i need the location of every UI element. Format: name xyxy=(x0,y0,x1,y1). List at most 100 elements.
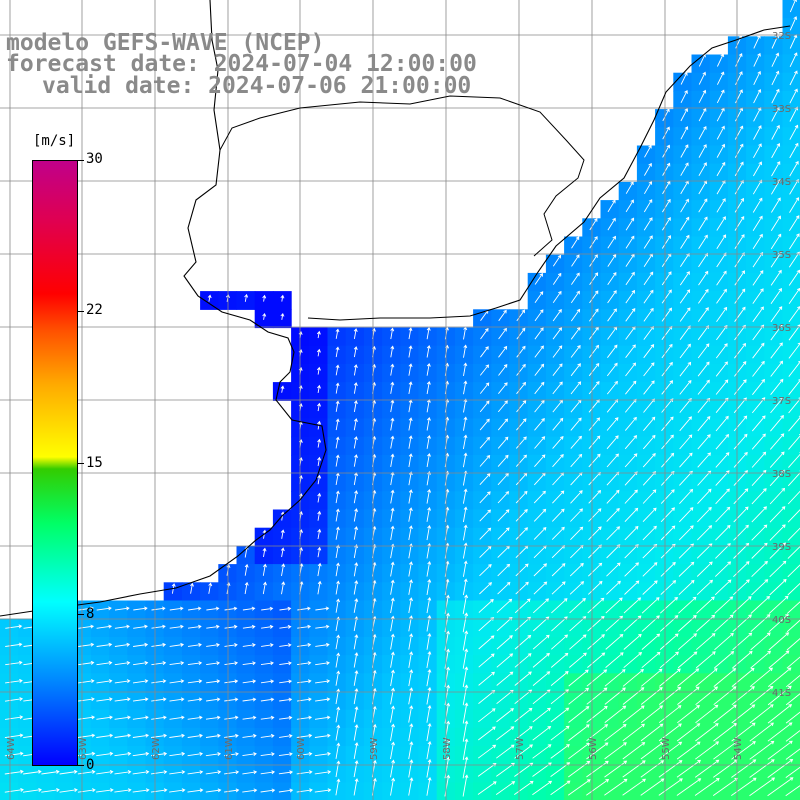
wind-arrow xyxy=(224,661,239,666)
wind-arrow xyxy=(408,633,414,650)
wind-arrow xyxy=(426,686,432,705)
wind-arrow xyxy=(532,780,553,796)
wind-arrow xyxy=(606,544,621,559)
wind-arrow xyxy=(478,635,495,650)
wind-arrow xyxy=(643,307,654,322)
wind-arrow xyxy=(770,342,783,359)
wind-arrow xyxy=(132,769,150,775)
wind-arrow xyxy=(132,697,149,702)
wind-arrow xyxy=(169,606,184,611)
wind-arrow xyxy=(280,294,285,302)
colorbar-mark xyxy=(78,311,84,312)
colorbar-mark xyxy=(78,765,84,766)
wind-arrow xyxy=(659,651,679,669)
wind-arrow xyxy=(733,524,749,541)
wind-arrow xyxy=(586,705,608,723)
wind-arrow xyxy=(662,198,671,213)
wind-arrow xyxy=(187,751,204,757)
wind-arrow xyxy=(426,668,432,687)
wind-arrow xyxy=(335,706,341,723)
wind-arrow xyxy=(550,652,569,668)
wind-arrow xyxy=(426,380,431,395)
wind-cell xyxy=(673,473,693,492)
wind-arrow xyxy=(533,490,546,504)
wind-arrow xyxy=(408,705,414,723)
wind-arrow xyxy=(588,489,602,504)
wind-arrow xyxy=(390,507,395,522)
wind-arrow xyxy=(662,126,670,140)
wind-arrow xyxy=(78,660,95,666)
wind-arrow xyxy=(444,720,451,742)
wind-arrow xyxy=(353,688,359,705)
wind-arrow xyxy=(242,679,257,684)
wind-arrow xyxy=(695,723,719,742)
wind-arrow xyxy=(661,235,671,249)
wind-arrow xyxy=(444,630,450,651)
wind-arrow xyxy=(640,741,664,760)
wind-arrow xyxy=(551,508,565,522)
wind-arrow xyxy=(353,724,359,741)
wind-arrow xyxy=(658,778,683,796)
wind-arrow xyxy=(750,632,771,651)
wind-arrow xyxy=(408,777,414,796)
wind-arrow xyxy=(732,596,752,614)
wind-arrow xyxy=(642,580,658,595)
wind-arrow xyxy=(515,436,527,449)
latitude-labels: 32S 33S 34S 35S 36S 37S 38S 39S 40S 41S xyxy=(772,31,791,699)
wind-arrow xyxy=(297,624,312,629)
wind-arrow xyxy=(534,273,543,285)
wind-arrow xyxy=(534,309,544,322)
wind-arrow xyxy=(516,363,526,376)
wind-arrow xyxy=(426,650,432,668)
wind-arrow xyxy=(335,526,340,540)
wind-arrow xyxy=(479,582,493,595)
wind-arrow xyxy=(568,760,591,778)
wind-arrow xyxy=(586,724,609,742)
longitude-label: 54W xyxy=(733,737,744,760)
wind-arrow xyxy=(789,124,799,140)
wind-arrow xyxy=(408,597,414,614)
wind-cell xyxy=(673,454,693,474)
wind-arrow xyxy=(242,642,256,647)
wind-arrow xyxy=(317,384,321,393)
wind-arrow xyxy=(661,307,672,322)
wind-arrow xyxy=(515,454,527,467)
wind-arrow xyxy=(587,580,603,595)
wind-arrow xyxy=(444,702,451,724)
wind-arrow xyxy=(260,788,276,793)
wind-arrow xyxy=(316,366,321,375)
wind-arrow xyxy=(408,669,414,687)
wind-arrow xyxy=(677,651,698,669)
wind-arrow xyxy=(659,686,682,705)
wind-arrow xyxy=(335,724,341,741)
wind-arrow xyxy=(261,606,274,611)
wind-arrow xyxy=(767,685,792,706)
wind-arrow xyxy=(444,612,450,633)
wind-arrow xyxy=(588,362,600,377)
wind-arrow xyxy=(570,526,584,541)
wind-arrow xyxy=(787,509,800,523)
wind-arrow xyxy=(497,509,510,522)
wind-arrow xyxy=(390,633,395,650)
wind-arrow xyxy=(315,624,330,629)
wind-arrow xyxy=(353,706,359,723)
wind-arrow xyxy=(208,582,213,594)
wind-arrow xyxy=(787,582,800,596)
wind-arrow xyxy=(552,272,562,285)
wind-arrow xyxy=(696,525,713,541)
wind-arrow xyxy=(335,778,341,796)
wind-cell xyxy=(673,691,693,711)
wind-arrow xyxy=(206,661,221,666)
wind-arrow xyxy=(514,653,532,668)
wind-arrow xyxy=(314,788,332,793)
wind-arrow xyxy=(770,415,784,432)
wind-arrow xyxy=(514,744,533,759)
coastline-north xyxy=(307,25,791,321)
wind-arrow xyxy=(642,525,657,541)
wind-arrow xyxy=(187,733,203,738)
wind-arrow xyxy=(767,777,794,797)
wind-arrow xyxy=(786,656,800,669)
wind-cell xyxy=(746,509,765,529)
wind-arrow xyxy=(59,769,78,775)
